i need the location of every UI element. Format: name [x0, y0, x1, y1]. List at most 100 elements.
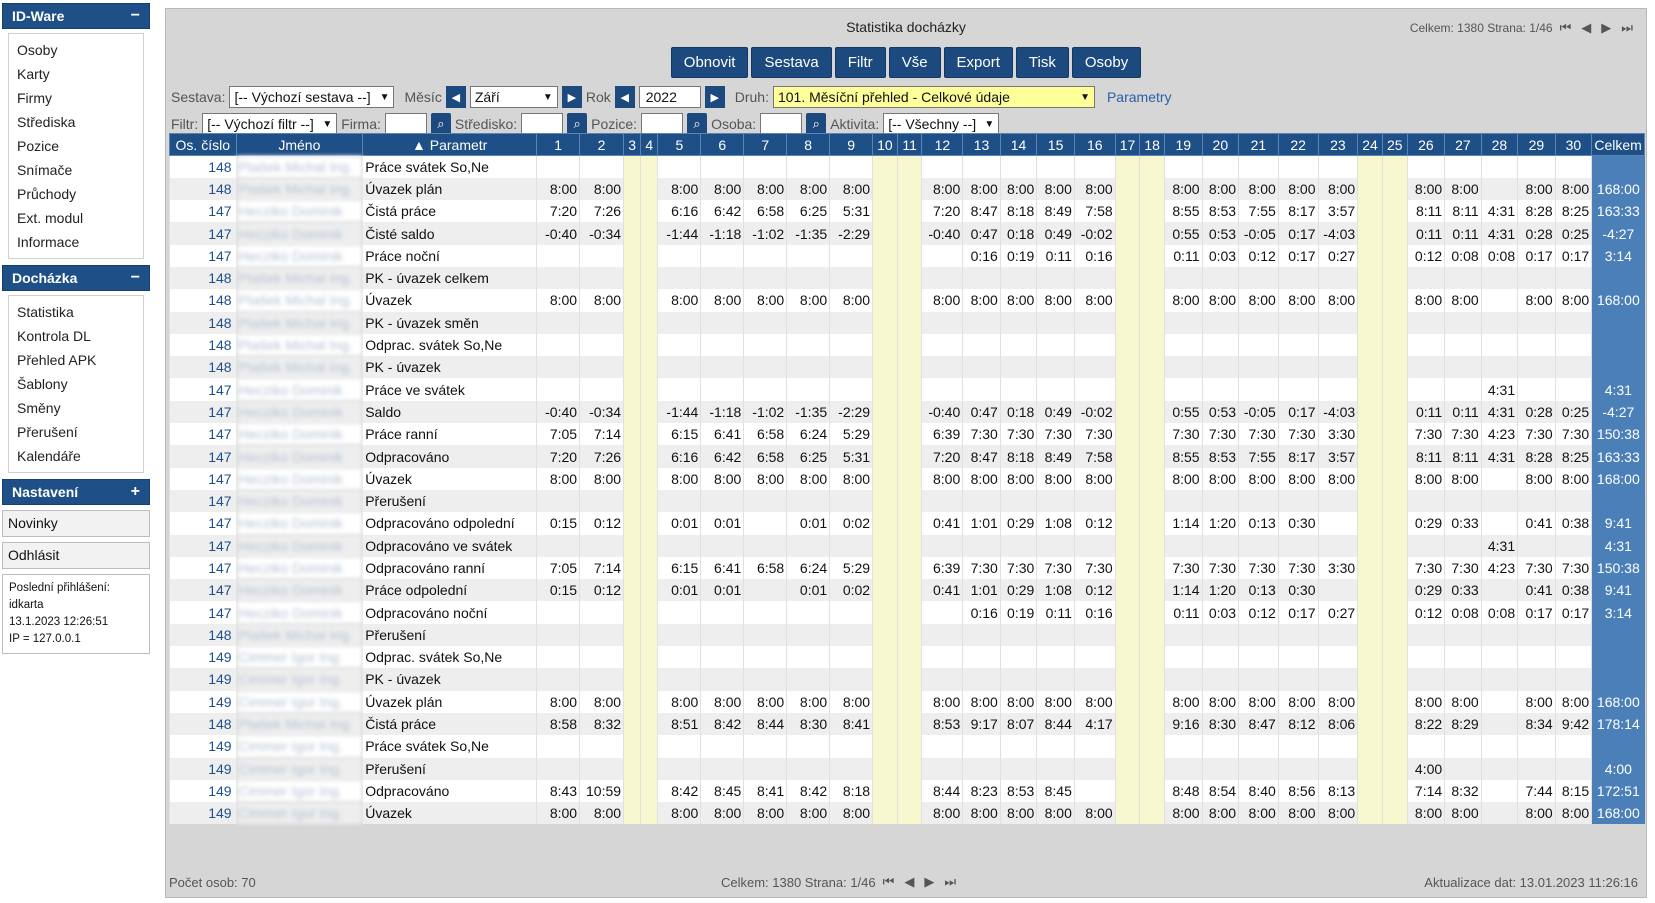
firma-input[interactable]	[384, 113, 427, 135]
sidebar-item-pruchody[interactable]: Průchody	[17, 186, 77, 202]
table-row[interactable]: 148 Ptašek Michal Ing. Přerušení	[169, 623, 1645, 647]
table-row[interactable]: 148 Ptašek Michal Ing. PK - úvazek směn	[169, 311, 1645, 334]
sestava-button[interactable]: Sestava	[751, 47, 832, 78]
day-cell	[896, 757, 922, 780]
filtr-button[interactable]: Filtr	[834, 47, 886, 78]
table-row[interactable]: 149 Cimmer Igor Ing. Práce svátek So,Ne	[169, 735, 1645, 758]
table-row[interactable]: 147 Hecziko Dominik Odpracováno ranní 7:05 7…	[169, 556, 1645, 580]
next-page-icon[interactable]: ▶	[1601, 20, 1612, 35]
novinky-button[interactable]: Novinky	[2, 510, 150, 537]
day-cell: 0:02	[829, 512, 873, 535]
day-cell: 0:11	[1036, 601, 1075, 624]
prev-page-icon[interactable]: ◀	[904, 874, 915, 889]
aktivita-select[interactable]: [-- Všechny --] ▼	[883, 113, 1000, 135]
table-row[interactable]: 148 Ptašek Michal Ing. Úvazek plán 8:00 8:00…	[169, 177, 1645, 201]
vse-button[interactable]: Vše	[888, 47, 941, 78]
table-row[interactable]: 147 Hecziko Dominik Čistá práce 7:20 7:26 6:1…	[169, 200, 1645, 223]
day-cell	[1114, 735, 1140, 758]
table-row[interactable]: 148 Ptašek Michal Ing. Odprac. svátek So,N…	[169, 333, 1645, 357]
collapse-icon[interactable]: −	[130, 269, 140, 286]
sidebar-item-osoby[interactable]: Osoby	[17, 42, 58, 58]
search-icon[interactable]: ⌕	[687, 113, 708, 135]
table-row[interactable]: 148 Ptašek Michal Ing. Práce svátek So,Ne	[169, 155, 1645, 178]
last-page-icon[interactable]: ⏭	[944, 874, 957, 889]
table-row[interactable]: 149 Cimmer Igor Ing. Přerušení 4:00 4:00	[169, 757, 1645, 780]
table-row[interactable]: 148 Ptašek Michal Ing. Úvazek 8:00 8:00 8:00 8…	[169, 289, 1645, 312]
table-row[interactable]: 147 Hecziko Dominik Práce noční 0:16 0:19 0:1…	[169, 244, 1645, 267]
sidebar-item-karty[interactable]: Karty	[17, 66, 50, 82]
column-header[interactable]: Jméno	[235, 133, 364, 156]
table-row[interactable]: 147 Hecziko Dominik Saldo -0:40 -0:34 -1:44 -1…	[169, 400, 1645, 424]
next-year-button[interactable]: ▶	[704, 86, 725, 108]
day-cell	[896, 712, 922, 736]
sidebar-item-prehled-apk[interactable]: Přehled APK	[17, 352, 97, 368]
druh-select[interactable]: 101. Měsíční přehled - Celkové údaje ▼	[772, 86, 1095, 108]
table-row[interactable]: 147 Hecziko Dominik Práce odpolední 0:15 0:1…	[169, 579, 1645, 602]
parametry-link[interactable]: Parametry	[1106, 89, 1172, 105]
table-row[interactable]: 147 Hecziko Dominik Odpracováno 7:20 7:26 6:1…	[169, 445, 1645, 468]
table-row[interactable]: 149 Cimmer Igor Ing. Odpracováno 8:43 10:59 8…	[169, 779, 1645, 803]
pozice-input[interactable]	[641, 113, 684, 135]
obnovit-button[interactable]: Obnovit	[670, 47, 749, 78]
search-icon[interactable]: ⌕	[430, 113, 451, 135]
sidebar-item-pozice[interactable]: Pozice	[17, 138, 60, 154]
table-row[interactable]: 148 Ptašek Michal Ing. PK - úvazek	[169, 356, 1645, 379]
osoba-input[interactable]	[760, 113, 803, 135]
day-cell	[743, 512, 787, 535]
sidebar-item-firmy[interactable]: Firmy	[17, 90, 52, 106]
sidebar-item-ext-modul[interactable]: Ext. modul	[17, 210, 84, 226]
tisk-button[interactable]: Tisk	[1015, 47, 1069, 78]
next-month-button[interactable]: ▶	[561, 86, 582, 108]
table-row[interactable]: 148 Ptašek Michal Ing. Čistá práce 8:58 8:32…	[169, 712, 1645, 736]
next-page-icon[interactable]: ▶	[924, 874, 935, 889]
sidebar-item-kalendare[interactable]: Kalendáře	[17, 448, 81, 464]
table-row[interactable]: 147 Hecziko Dominik Přerušení	[169, 489, 1645, 513]
table-row[interactable]: 148 Ptašek Michal Ing. PK - úvazek celkem	[169, 266, 1645, 290]
day-cell: -2:29	[829, 222, 873, 245]
table-row[interactable]: 149 Cimmer Igor Ing. Úvazek plán 8:00 8:00 8:…	[169, 690, 1645, 713]
prev-year-button[interactable]: ◀	[614, 86, 635, 108]
total-cell: 168:00	[1591, 690, 1645, 713]
stredisko-input[interactable]	[521, 113, 564, 135]
last-page-icon[interactable]: ⏭	[1621, 20, 1633, 35]
section-header-nastaveni[interactable]: Nastavení +	[2, 479, 150, 505]
logout-button[interactable]: Odhlásit	[2, 542, 150, 569]
year-input[interactable]: 2022	[638, 86, 701, 108]
first-page-icon[interactable]: ⏮	[1559, 20, 1572, 35]
column-header[interactable]: ▲ Parametr	[362, 133, 538, 156]
search-icon[interactable]: ⌕	[806, 113, 827, 135]
sidebar-item-snimace[interactable]: Snímače	[17, 162, 73, 178]
sidebar-item-statistika[interactable]: Statistika	[17, 304, 74, 320]
collapse-icon[interactable]: −	[130, 7, 140, 24]
filtr-select[interactable]: [-- Výchozí filtr --] ▼	[202, 113, 338, 135]
table-row[interactable]: 147 Hecziko Dominik Čisté saldo -0:40 -0:34-…	[169, 222, 1645, 245]
table-row[interactable]: 147 Hecziko Dominik Odpracováno noční 0:16 0…	[169, 601, 1645, 624]
table-row[interactable]: 147 Hecziko Dominik Odpracováno ve svátek 4…	[169, 534, 1645, 557]
sidebar-item-smeny[interactable]: Směny	[17, 400, 61, 416]
prev-month-button[interactable]: ◀	[445, 86, 466, 108]
search-icon[interactable]: ⌕	[567, 113, 588, 135]
section-header-idware[interactable]: ID-Ware −	[2, 3, 150, 29]
sidebar-item-strediska[interactable]: Střediska	[17, 114, 76, 130]
table-row[interactable]: 149 Cimmer Igor Ing. Úvazek 8:00 8:00 8:00 8:0…	[169, 802, 1645, 825]
table-row[interactable]: 149 Cimmer Igor Ing. Odprac. svátek So,Ne	[169, 646, 1645, 669]
column-header[interactable]: Os. číslo	[169, 133, 237, 156]
sidebar-item-informace[interactable]: Informace	[17, 234, 80, 250]
day-cell	[1554, 333, 1592, 357]
table-row[interactable]: 147 Hecziko Dominik Práce ve svátek 4:31 4:3…	[169, 378, 1645, 401]
osoby-button[interactable]: Osoby	[1071, 47, 1142, 78]
expand-icon[interactable]: +	[130, 483, 140, 500]
table-row[interactable]: 147 Hecziko Dominik Úvazek 8:00 8:00 8:00 8:00…	[169, 467, 1645, 490]
prev-page-icon[interactable]: ◀	[1581, 20, 1592, 35]
table-row[interactable]: 147 Hecziko Dominik Práce ranní 7:05 7:14 6:1…	[169, 423, 1645, 446]
table-row[interactable]: 147 Hecziko Dominik Odpracováno odpolední 0…	[169, 512, 1645, 535]
sidebar-item-kontrola-dl[interactable]: Kontrola DL	[17, 328, 91, 344]
sidebar-item-sablony[interactable]: Šablony	[17, 376, 68, 392]
first-page-icon[interactable]: ⏮	[882, 874, 895, 889]
sidebar-item-preruseni[interactable]: Přerušení	[17, 424, 78, 440]
section-header-dochazka[interactable]: Docházka −	[2, 265, 150, 291]
table-row[interactable]: 149 Cimmer Igor Ing. PK - úvazek	[169, 668, 1645, 691]
month-select[interactable]: Září ▼	[469, 86, 558, 108]
sestava-select[interactable]: [-- Výchozí sestava --] ▼	[229, 86, 395, 108]
export-button[interactable]: Export	[943, 47, 1013, 78]
